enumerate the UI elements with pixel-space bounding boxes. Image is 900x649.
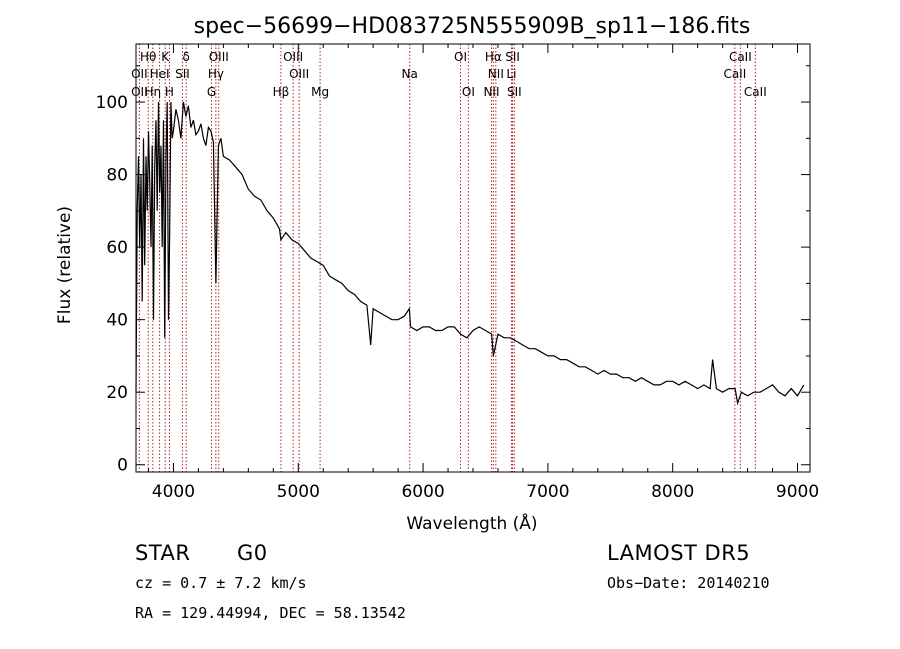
object-class: STAR bbox=[135, 541, 191, 565]
line-marker-label: NII bbox=[488, 67, 504, 81]
line-marker-label: Li bbox=[506, 67, 516, 81]
line-marker-label: H bbox=[165, 85, 174, 99]
line-marker-label: SII bbox=[175, 67, 190, 81]
x-tick-label: 4000 bbox=[152, 482, 195, 502]
y-tick-label: 80 bbox=[106, 166, 128, 186]
x-tick-label: 6000 bbox=[401, 482, 444, 502]
line-marker-label: OIII bbox=[209, 50, 229, 64]
redshift-velocity: cz = 0.7 ± 7.2 km/s bbox=[135, 574, 307, 592]
line-marker-label: SII bbox=[507, 85, 522, 99]
line-marker-label: SII bbox=[505, 50, 520, 64]
y-axis-label: Flux (relative) bbox=[55, 206, 75, 324]
line-marker-label: CaII bbox=[744, 85, 767, 99]
x-tick-label: 5000 bbox=[277, 482, 320, 502]
y-tick-label: 100 bbox=[96, 93, 128, 113]
y-tick-label: 60 bbox=[106, 238, 128, 258]
x-axis: 4000 5000 6000 7000 8000 9000 bbox=[147, 44, 819, 502]
line-marker-label: HeI bbox=[150, 67, 170, 81]
survey-name: LAMOST DR5 bbox=[607, 541, 751, 565]
line-marker-label: Hγ bbox=[208, 67, 224, 81]
line-marker-label: Hη bbox=[145, 85, 162, 99]
line-marker-label: OIII bbox=[283, 50, 303, 64]
line-marker-label: CaII bbox=[729, 50, 752, 64]
line-marker-label: Hθ bbox=[140, 50, 156, 64]
line-marker-label: Hα bbox=[485, 50, 502, 64]
line-marker-label: Na bbox=[402, 67, 418, 81]
x-tick-label: 9000 bbox=[776, 482, 819, 502]
line-marker-label: NII bbox=[483, 85, 499, 99]
marker-lines-group bbox=[138, 44, 756, 472]
line-marker-label: Mg bbox=[311, 85, 329, 99]
line-marker-label: OII bbox=[131, 67, 148, 81]
x-tick-label: 8000 bbox=[651, 482, 694, 502]
line-marker-label: Hβ bbox=[273, 85, 290, 99]
line-marker-label: G bbox=[207, 85, 216, 99]
y-tick-label: 0 bbox=[117, 456, 128, 476]
y-tick-label: 40 bbox=[106, 311, 128, 331]
y-axis: 0 20 40 60 80 100 bbox=[96, 65, 810, 476]
line-marker-label: OI bbox=[454, 50, 467, 64]
x-axis-label: Wavelength (Å) bbox=[406, 512, 537, 534]
x-tick-label: 7000 bbox=[526, 482, 569, 502]
plot-frame bbox=[135, 43, 811, 473]
chart-title: spec−56699−HD083725N555909B_sp11−186.fit… bbox=[194, 14, 751, 39]
line-marker-label: CaII bbox=[723, 67, 746, 81]
line-marker-label: OII bbox=[131, 85, 148, 99]
line-marker-label: K bbox=[161, 50, 170, 64]
line-marker-label: OIII bbox=[289, 67, 309, 81]
line-marker-label: δ bbox=[183, 50, 190, 64]
spectral-subclass: G0 bbox=[237, 541, 268, 565]
coordinates: RA = 129.44994, DEC = 58.13542 bbox=[135, 604, 406, 622]
observation-date: Obs−Date: 20140210 bbox=[607, 574, 770, 592]
y-tick-label: 20 bbox=[106, 383, 128, 403]
line-marker-label: OI bbox=[462, 85, 475, 99]
spectrum-line bbox=[135, 101, 805, 406]
